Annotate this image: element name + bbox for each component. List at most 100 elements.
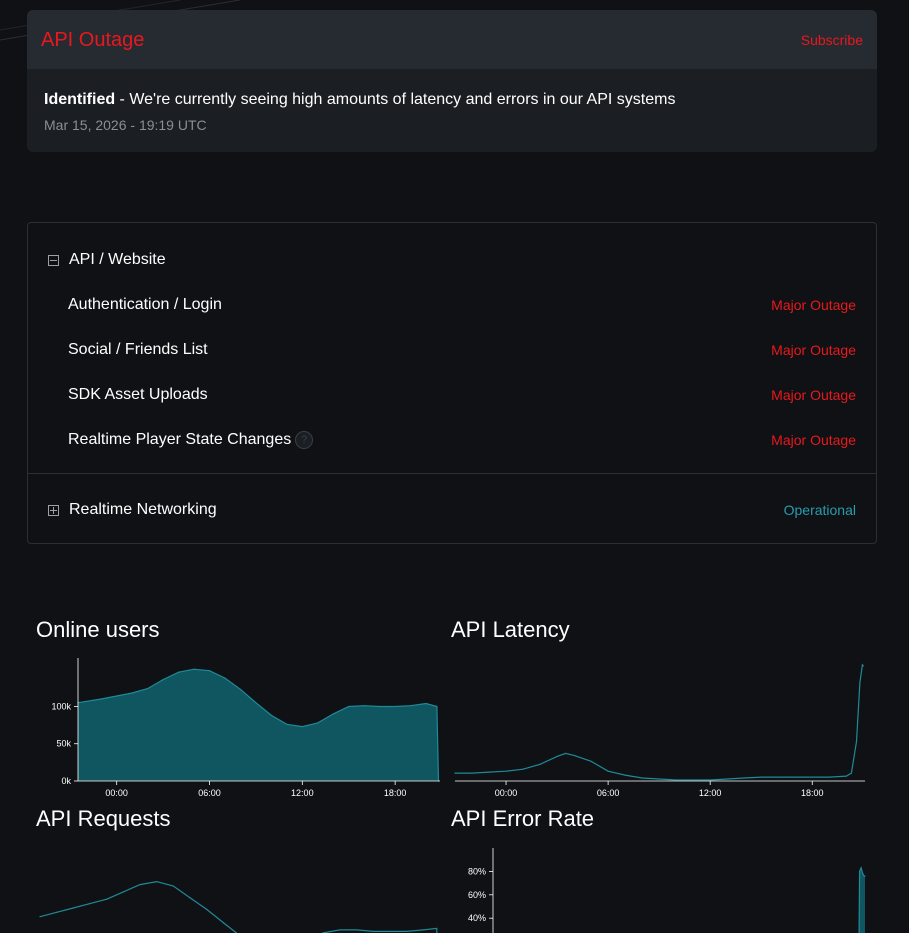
y-tick-label: 0k xyxy=(61,776,71,786)
group-name: Realtime Networking xyxy=(69,501,217,518)
components-panel: API / Website Authentication / Login Maj… xyxy=(27,222,877,544)
data-point xyxy=(422,929,424,931)
data-point xyxy=(692,779,694,781)
data-point xyxy=(317,722,319,724)
data-point xyxy=(172,885,174,887)
data-point xyxy=(454,772,456,774)
data-point xyxy=(726,778,728,780)
data-point xyxy=(624,774,626,776)
series-line xyxy=(39,880,438,933)
data-point xyxy=(100,698,102,700)
incident-status-label: Identified xyxy=(44,91,116,108)
chart-title-api-latency: API Latency xyxy=(451,617,570,642)
data-point xyxy=(709,779,711,781)
data-point xyxy=(139,884,141,886)
data-point xyxy=(356,929,358,931)
data-point xyxy=(425,702,427,705)
data-point xyxy=(828,776,830,778)
subscribe-button[interactable]: Subscribe xyxy=(800,32,863,48)
x-tick-label: 06:00 xyxy=(198,788,221,798)
data-point xyxy=(471,772,473,774)
data-point xyxy=(189,897,191,899)
data-point xyxy=(255,702,257,704)
group-realtime-networking[interactable]: Realtime Networking Operational xyxy=(48,501,856,519)
data-point xyxy=(573,754,575,756)
x-tick-label: 00:00 xyxy=(105,788,128,798)
data-point xyxy=(224,677,226,679)
data-point xyxy=(363,705,365,707)
data-point xyxy=(410,705,412,707)
y-tick-label: 100k xyxy=(51,701,71,711)
api-error-rate-chart: 40% 60% 80% xyxy=(468,848,866,933)
data-point xyxy=(208,670,211,672)
y-tick-label: 80% xyxy=(468,866,486,876)
data-point xyxy=(658,778,660,780)
component-name: Authentication / Login xyxy=(68,296,222,313)
data-point xyxy=(859,870,861,872)
component-name: Social / Friends List xyxy=(68,341,208,358)
x-tick-label: 06:00 xyxy=(597,788,620,798)
area-fill xyxy=(859,867,865,933)
data-point xyxy=(565,752,567,754)
data-point xyxy=(675,779,677,781)
data-point xyxy=(777,776,779,778)
data-point xyxy=(845,775,847,777)
data-point xyxy=(862,665,864,667)
data-point xyxy=(743,777,745,779)
x-tick-label: 18:00 xyxy=(801,788,824,798)
data-point xyxy=(116,695,118,697)
data-point xyxy=(811,776,813,778)
data-point xyxy=(855,741,858,743)
help-icon[interactable]: ? xyxy=(295,431,314,449)
data-point xyxy=(505,770,507,772)
data-point xyxy=(861,664,863,666)
component-name: SDK Asset Uploads xyxy=(68,386,208,403)
data-point xyxy=(39,916,41,918)
y-tick-label: 50k xyxy=(56,739,71,749)
data-point xyxy=(850,772,852,774)
component-row: Social / Friends List Major Outage xyxy=(68,341,856,361)
component-status: Major Outage xyxy=(771,342,856,358)
chart-title-api-requests: API Requests xyxy=(36,806,171,831)
data-point xyxy=(147,688,149,690)
component-status: Major Outage xyxy=(771,432,856,448)
chart-title-online-users: Online users xyxy=(36,617,160,642)
data-point xyxy=(270,714,272,716)
data-point xyxy=(72,907,74,909)
data-point xyxy=(339,929,341,931)
component-status: Major Outage xyxy=(771,387,856,403)
chart-title-api-error-rate: API Error Rate xyxy=(451,806,595,831)
incident-message-text: - We're currently seeing high amounts of… xyxy=(115,91,676,108)
component-row: Authentication / Login Major Outage xyxy=(68,296,856,316)
data-point xyxy=(394,705,396,708)
component-name-with-help: Realtime Player State Changes ? xyxy=(68,431,314,449)
x-tick-label: 18:00 xyxy=(384,788,407,798)
data-point xyxy=(859,682,861,684)
y-tick-label: 40% xyxy=(468,913,486,923)
x-tick-label: 00:00 xyxy=(495,788,518,798)
data-point xyxy=(56,911,58,913)
expand-icon[interactable] xyxy=(48,504,59,516)
data-point xyxy=(193,668,195,670)
data-point xyxy=(286,723,288,725)
data-point xyxy=(348,705,350,708)
data-point xyxy=(539,763,541,765)
data-point xyxy=(436,705,438,708)
data-point xyxy=(178,671,180,673)
incident-header: API Outage Subscribe xyxy=(27,10,877,69)
data-point xyxy=(89,903,91,905)
component-row: SDK Asset Uploads Major Outage xyxy=(68,386,856,406)
component-status: Major Outage xyxy=(771,297,856,313)
incident-timestamp: Mar 15, 2026 - 19:19 UTC xyxy=(44,117,207,133)
group-api-website[interactable]: API / Website xyxy=(48,251,166,269)
collapse-icon[interactable] xyxy=(48,254,59,266)
incident-title[interactable]: API Outage xyxy=(41,29,145,51)
data-point xyxy=(206,908,208,910)
data-point xyxy=(556,755,558,757)
data-point xyxy=(522,768,524,770)
area-fill xyxy=(78,669,439,781)
data-point xyxy=(436,927,438,929)
data-point xyxy=(372,930,374,932)
y-tick-label: 60% xyxy=(468,890,486,900)
